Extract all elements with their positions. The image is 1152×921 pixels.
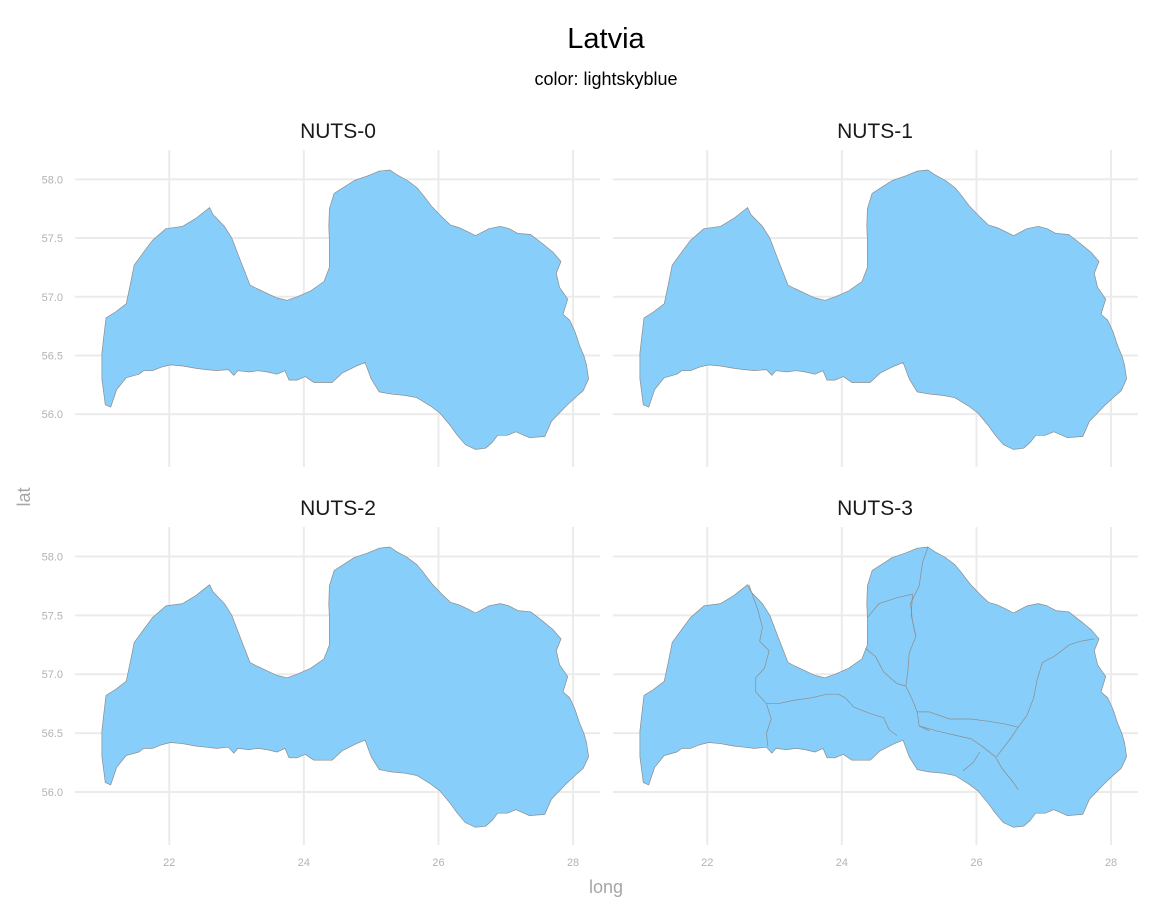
nuts3-border bbox=[766, 693, 898, 736]
nuts3-border bbox=[748, 584, 772, 747]
y-tick-label: 58.0 bbox=[42, 174, 63, 186]
y-tick-label: 57.0 bbox=[42, 292, 63, 304]
x-tick-label: 26 bbox=[970, 857, 982, 869]
nuts3-border bbox=[917, 711, 1019, 728]
map-layer bbox=[101, 546, 589, 828]
panel-label: NUTS-1 bbox=[837, 120, 913, 143]
x-tick-label: 28 bbox=[1105, 857, 1117, 869]
nuts3-border bbox=[867, 593, 917, 687]
y-tick-label: 57.0 bbox=[42, 669, 63, 681]
x-axis-title: long bbox=[589, 877, 623, 897]
y-tick-label: 56.0 bbox=[42, 409, 63, 421]
y-tick-label: 57.5 bbox=[42, 233, 63, 245]
map-layer bbox=[639, 546, 1127, 828]
latvia-region bbox=[639, 169, 1127, 450]
y-tick-label: 57.5 bbox=[42, 610, 63, 622]
x-tick-label: 22 bbox=[701, 857, 713, 869]
x-axis-ticks-right: 22 24 26 28 bbox=[701, 857, 1117, 869]
nuts3-border bbox=[962, 751, 981, 772]
panel-nuts-1: NUTS-1 bbox=[613, 120, 1138, 467]
latvia-region bbox=[639, 546, 1127, 828]
map-layer bbox=[101, 169, 589, 450]
panel-nuts-3: NUTS-3 bbox=[613, 497, 1138, 845]
latvia-region bbox=[101, 169, 589, 450]
x-tick-label: 26 bbox=[432, 857, 444, 869]
latvia-region bbox=[101, 546, 589, 828]
y-tick-label: 56.5 bbox=[42, 728, 63, 740]
map-layer bbox=[639, 169, 1127, 450]
x-tick-label: 24 bbox=[298, 857, 310, 869]
nuts3-border bbox=[996, 638, 1095, 757]
x-tick-label: 24 bbox=[836, 857, 848, 869]
y-axis-ticks-top: 56.0 56.5 57.0 57.5 58.0 bbox=[42, 174, 63, 421]
y-tick-label: 56.0 bbox=[42, 787, 63, 799]
y-axis-ticks-bottom: 56.0 56.5 57.0 57.5 58.0 bbox=[42, 551, 63, 799]
y-tick-label: 58.0 bbox=[42, 551, 63, 563]
x-tick-label: 22 bbox=[163, 857, 175, 869]
panel-label: NUTS-2 bbox=[300, 497, 376, 520]
panel-label: NUTS-0 bbox=[300, 120, 376, 143]
panel-label: NUTS-3 bbox=[837, 497, 913, 520]
chart-title: Latvia bbox=[567, 23, 645, 55]
x-tick-label: 28 bbox=[567, 857, 579, 869]
panel-nuts-0: NUTS-0 bbox=[75, 120, 600, 467]
chart-subtitle: color: lightskyblue bbox=[534, 69, 677, 89]
y-tick-label: 56.5 bbox=[42, 350, 63, 362]
x-axis-ticks-left: 22 24 26 28 bbox=[163, 857, 579, 869]
nuts3-border bbox=[910, 546, 929, 637]
panel-nuts-2: NUTS-2 bbox=[75, 497, 600, 845]
y-axis-title: lat bbox=[14, 487, 34, 506]
nuts3-border bbox=[919, 725, 1019, 790]
